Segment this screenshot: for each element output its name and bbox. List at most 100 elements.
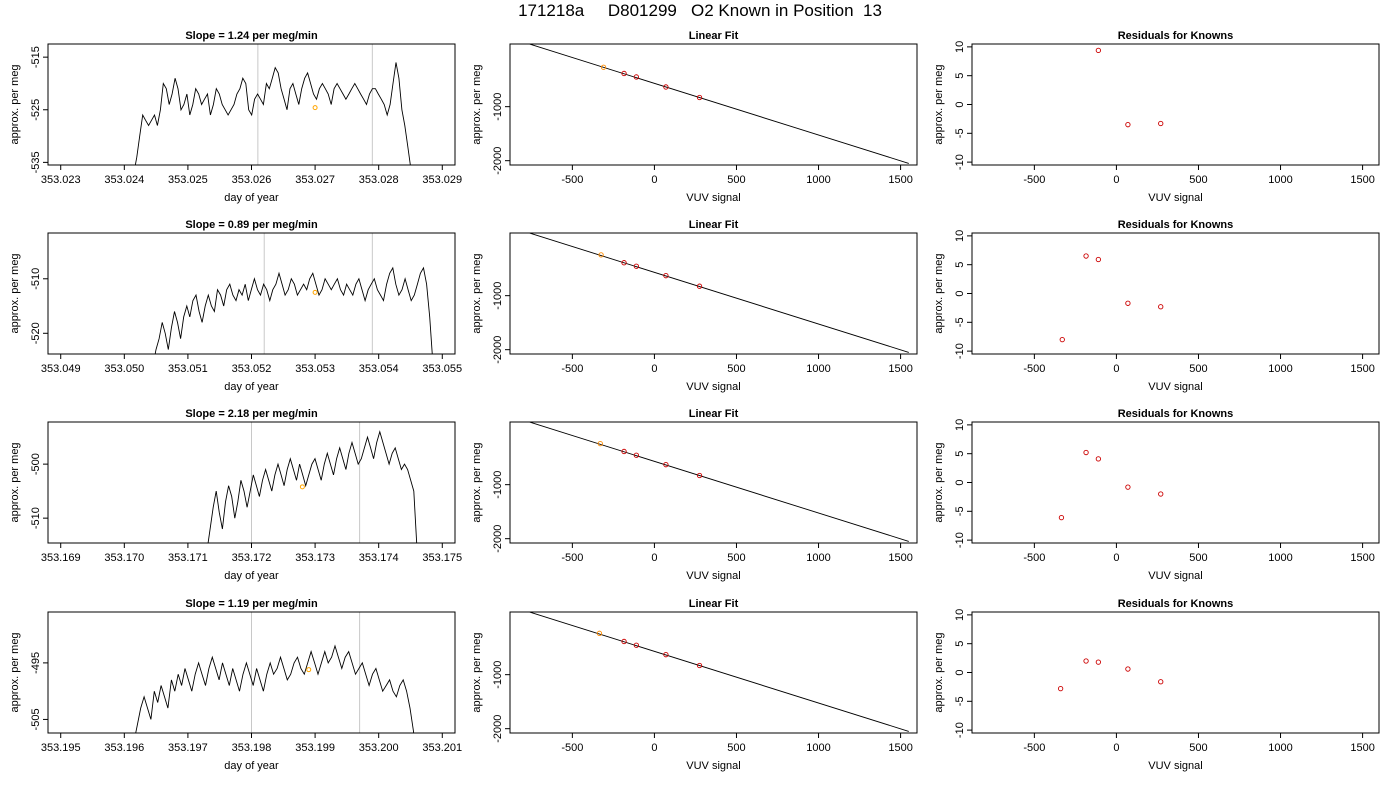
data-point — [1125, 122, 1131, 128]
x-tick-label: 353.199 — [295, 742, 335, 754]
x-tick-label: 1500 — [888, 363, 912, 375]
data-point — [696, 662, 703, 669]
panel-residuals-row2: Residuals for Knowns -500 0 500 1000 1500 10 5 0… — [933, 219, 1380, 393]
x-axis-label: day of year — [224, 570, 279, 582]
data-point — [600, 64, 607, 70]
panel-trace-row4: Slope = 1.19 per meg/min 353.195 353.196 35… — [9, 598, 462, 772]
plot-frame — [509, 43, 918, 166]
y-tick-label: 10 — [954, 230, 966, 242]
plot-area — [1058, 449, 1164, 521]
y-tick-label: 5 — [954, 73, 966, 79]
y-tick-label: -10 — [954, 154, 966, 170]
data-point — [621, 260, 627, 266]
x-tick-label: -500 — [561, 742, 583, 754]
panel-linear-fit-row3: Linear Fit -500 0 500 1000 1500 -1000 -2000 VUV … — [471, 408, 918, 582]
y-tick-label: -5 — [954, 128, 966, 138]
y-axis-label: approx. per meg — [933, 253, 945, 333]
y-tick-label: -2000 — [492, 525, 504, 553]
x-tick-label: 353.025 — [168, 174, 208, 186]
x-tick-label: -500 — [561, 174, 583, 186]
data-point — [663, 462, 669, 468]
x-tick-label: 353.053 — [295, 363, 335, 375]
x-tick-label: 1000 — [806, 174, 830, 186]
data-point — [633, 642, 640, 648]
plot-frame — [509, 232, 918, 355]
y-axis-label: approx. per meg — [9, 632, 21, 712]
x-tick-label: 353.172 — [232, 552, 272, 564]
plot-frame — [971, 43, 1380, 166]
x-tick-label: 353.195 — [41, 742, 81, 754]
x-tick-label: 500 — [727, 552, 745, 564]
x-tick-label: 1000 — [1268, 742, 1292, 754]
y-tick-label: -1000 — [492, 471, 504, 499]
panel-title: Residuals for Knowns — [1118, 219, 1234, 231]
panel-linear-fit-row2: Linear Fit -500 0 500 1000 1500 -1000 -2000 VUV … — [471, 219, 918, 393]
data-point — [598, 252, 604, 258]
panel-title: Linear Fit — [689, 30, 739, 42]
x-tick-label: 1500 — [888, 742, 912, 754]
x-tick-label: 353.055 — [422, 363, 462, 375]
y-tick-label: -510 — [30, 268, 42, 290]
x-tick-label: 1500 — [888, 174, 912, 186]
panel-residuals-row3: Residuals for Knowns -500 0 500 1000 1500 10 5 0… — [933, 408, 1380, 582]
trace-line — [135, 644, 415, 733]
y-tick-label: -515 — [30, 46, 42, 68]
data-point — [1125, 484, 1131, 490]
plot-frame — [971, 421, 1380, 544]
panel-title: Slope = 2.18 per meg/min — [185, 408, 318, 420]
x-tick-label: 353.028 — [359, 174, 399, 186]
y-tick-label: -505 — [30, 708, 42, 730]
plot-frame — [509, 421, 918, 544]
x-axis-label: day of year — [224, 381, 279, 393]
y-tick-label: -1000 — [492, 282, 504, 310]
data-point — [696, 283, 703, 289]
y-tick-label: -2000 — [492, 336, 504, 364]
x-tick-label: 353.027 — [295, 174, 335, 186]
x-tick-label: 353.050 — [104, 363, 144, 375]
x-tick-label: 353.174 — [359, 552, 399, 564]
data-point — [696, 94, 703, 101]
y-tick-label: 0 — [954, 101, 966, 107]
fit-line — [527, 422, 909, 542]
x-tick-label: 0 — [651, 363, 657, 375]
plot-frame — [47, 232, 456, 355]
x-tick-label: 1000 — [1268, 174, 1292, 186]
panel-title: Linear Fit — [689, 219, 739, 231]
panel-linear-fit-row1: Linear Fit -500 0 500 1000 1500 -1000 -2000 VUV … — [471, 30, 918, 204]
mean-marker — [299, 484, 305, 490]
x-tick-label: 1500 — [1350, 552, 1374, 564]
y-axis-label: approx. per meg — [471, 64, 483, 144]
panel-residuals-row4: Residuals for Knowns -500 0 500 1000 1500 10 5 0… — [933, 598, 1380, 772]
x-tick-label: 1500 — [888, 552, 912, 564]
y-tick-label: 10 — [954, 609, 966, 621]
x-tick-label: 1500 — [1350, 174, 1374, 186]
y-axis-label: approx. per meg — [933, 632, 945, 712]
x-axis-label: VUV signal — [1148, 570, 1202, 582]
data-point — [1083, 449, 1089, 456]
x-axis-label: VUV signal — [1148, 192, 1202, 204]
data-point — [621, 638, 627, 645]
x-axis-label: day of year — [224, 760, 279, 772]
y-axis-label: approx. per meg — [9, 64, 21, 144]
plot-area — [527, 612, 909, 732]
x-tick-label: -500 — [1023, 363, 1045, 375]
y-tick-label: -510 — [30, 507, 42, 529]
y-tick-label: -495 — [30, 652, 42, 674]
plot-area — [154, 233, 433, 354]
data-point — [1083, 253, 1089, 259]
plot-frame — [47, 421, 456, 544]
x-tick-label: 0 — [1113, 174, 1119, 186]
y-tick-label: 10 — [954, 41, 966, 53]
x-tick-label: 1000 — [1268, 552, 1292, 564]
mean-marker — [312, 105, 318, 111]
data-point — [633, 74, 640, 80]
panel-title: Slope = 1.19 per meg/min — [185, 598, 318, 610]
x-tick-label: 353.024 — [104, 174, 144, 186]
x-tick-label: 353.173 — [295, 552, 335, 564]
y-tick-label: -10 — [954, 343, 966, 359]
x-axis-label: VUV signal — [686, 381, 740, 393]
x-tick-label: 1000 — [806, 742, 830, 754]
plot-frame — [47, 43, 456, 166]
x-axis-label: day of year — [224, 192, 279, 204]
x-tick-label: 500 — [1189, 552, 1207, 564]
